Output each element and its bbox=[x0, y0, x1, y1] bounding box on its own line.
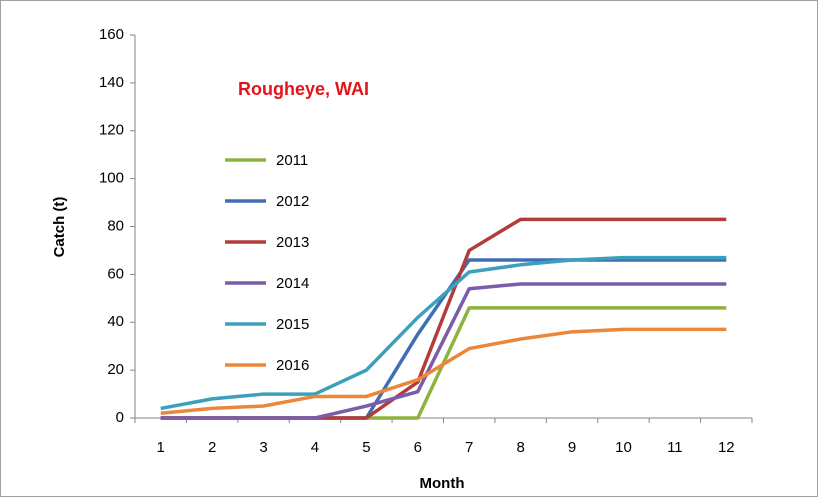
x-tick-label: 5 bbox=[362, 439, 370, 456]
y-tick-label: 160 bbox=[99, 26, 124, 43]
x-tick-label: 6 bbox=[414, 439, 422, 456]
x-tick-label: 3 bbox=[259, 439, 267, 456]
x-tick-label: 4 bbox=[311, 439, 319, 456]
legend-label: 2013 bbox=[276, 234, 309, 251]
y-tick-label: 100 bbox=[99, 170, 124, 187]
x-tick-label: 11 bbox=[667, 439, 683, 456]
x-tick-label: 1 bbox=[157, 439, 165, 456]
y-tick-label: 140 bbox=[99, 74, 124, 91]
legend-label: 2015 bbox=[276, 316, 309, 333]
x-tick-label: 2 bbox=[208, 439, 216, 456]
legend-label: 2012 bbox=[276, 193, 309, 210]
series-line bbox=[160, 282, 727, 420]
x-tick-label: 7 bbox=[465, 439, 473, 456]
y-tick-label: 120 bbox=[99, 122, 124, 139]
x-tick-label: 10 bbox=[615, 439, 632, 456]
y-tick-label: 80 bbox=[107, 217, 124, 234]
series-line bbox=[160, 217, 727, 420]
y-tick-label: 0 bbox=[116, 409, 124, 426]
series-line bbox=[160, 255, 727, 411]
y-tick-label: 40 bbox=[107, 313, 124, 330]
x-tick-label: 8 bbox=[516, 439, 524, 456]
y-axis-title: Catch (t) bbox=[51, 197, 68, 258]
x-axis-title: Month bbox=[420, 475, 465, 492]
y-tick-label: 20 bbox=[107, 361, 124, 378]
legend-label: 2016 bbox=[276, 357, 309, 374]
chart-title: Rougheye, WAI bbox=[238, 79, 369, 99]
legend-label: 2011 bbox=[276, 152, 308, 169]
x-tick-label: 9 bbox=[568, 439, 576, 456]
y-tick-label: 60 bbox=[107, 265, 124, 282]
x-tick-label: 12 bbox=[718, 439, 735, 456]
series-line bbox=[160, 327, 727, 415]
legend-label: 2014 bbox=[276, 275, 309, 292]
